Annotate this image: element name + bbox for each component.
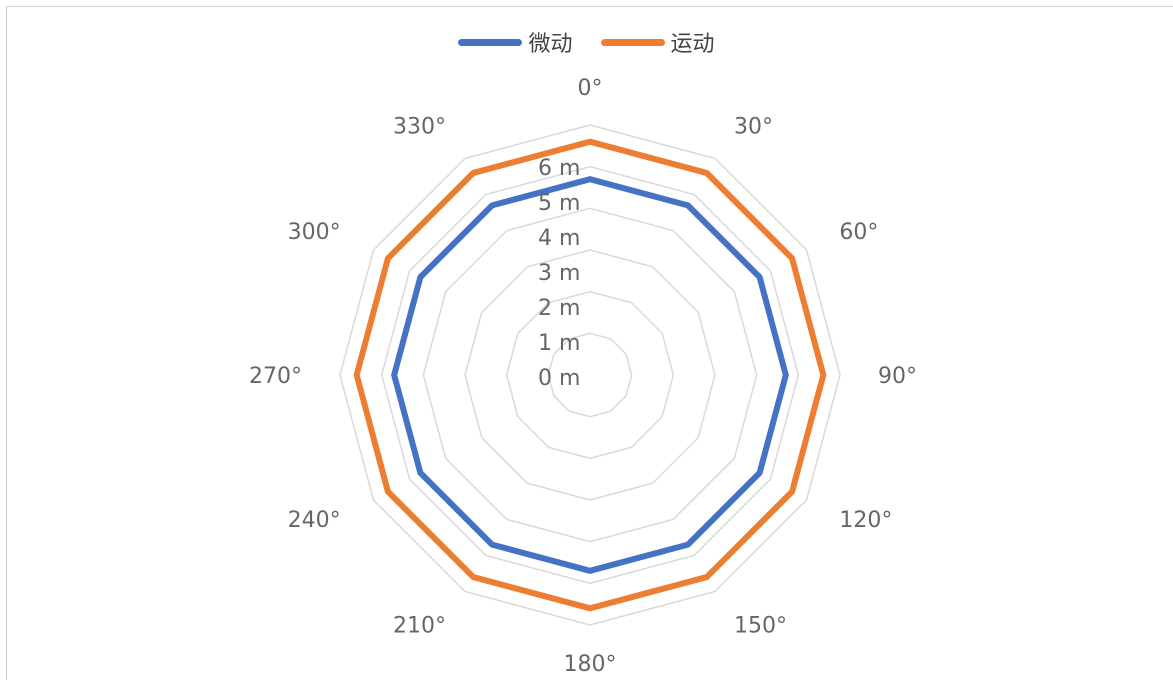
grid-ring-5 xyxy=(380,165,800,585)
grid-ring-4 xyxy=(422,207,758,543)
radial-tick-label: 0 m xyxy=(538,366,580,391)
category-label: 210° xyxy=(393,613,446,638)
category-label: 60° xyxy=(839,220,878,245)
grid-ring-6 xyxy=(339,124,841,626)
grid-ring-1 xyxy=(547,332,633,418)
chart-frame xyxy=(6,6,1173,680)
category-label: 300° xyxy=(288,220,341,245)
category-label: 120° xyxy=(839,508,892,533)
legend-swatch-series-2 xyxy=(600,38,665,46)
category-label: 330° xyxy=(393,115,446,140)
radial-tick-label: 6 m xyxy=(538,156,580,181)
category-label: 0° xyxy=(578,76,603,101)
category-label: 240° xyxy=(288,508,341,533)
series-line-2 xyxy=(353,138,827,612)
radial-tick-label: 4 m xyxy=(538,226,580,251)
radial-tick-label: 2 m xyxy=(538,296,580,321)
radial-tick-label: 3 m xyxy=(538,261,580,286)
grid-ring-3 xyxy=(464,249,716,501)
legend-label-series-2: 运动 xyxy=(670,32,715,57)
category-label: 270° xyxy=(249,364,302,389)
legend-label-series-1: 微动 xyxy=(528,32,573,57)
radial-tick-label: 5 m xyxy=(538,191,580,216)
legend: 微动 运动 xyxy=(0,26,1173,58)
legend-swatch-series-1 xyxy=(458,38,523,46)
grid-ring-2 xyxy=(505,290,675,460)
legend-item-series-2: 运动 xyxy=(600,26,715,58)
legend-item-series-1: 微动 xyxy=(458,26,573,58)
category-label: 150° xyxy=(734,613,787,638)
series-line-1 xyxy=(391,176,789,574)
category-label: 90° xyxy=(878,364,917,389)
category-label: 30° xyxy=(734,115,773,140)
category-label: 180° xyxy=(564,652,617,677)
radial-tick-label: 1 m xyxy=(538,331,580,356)
